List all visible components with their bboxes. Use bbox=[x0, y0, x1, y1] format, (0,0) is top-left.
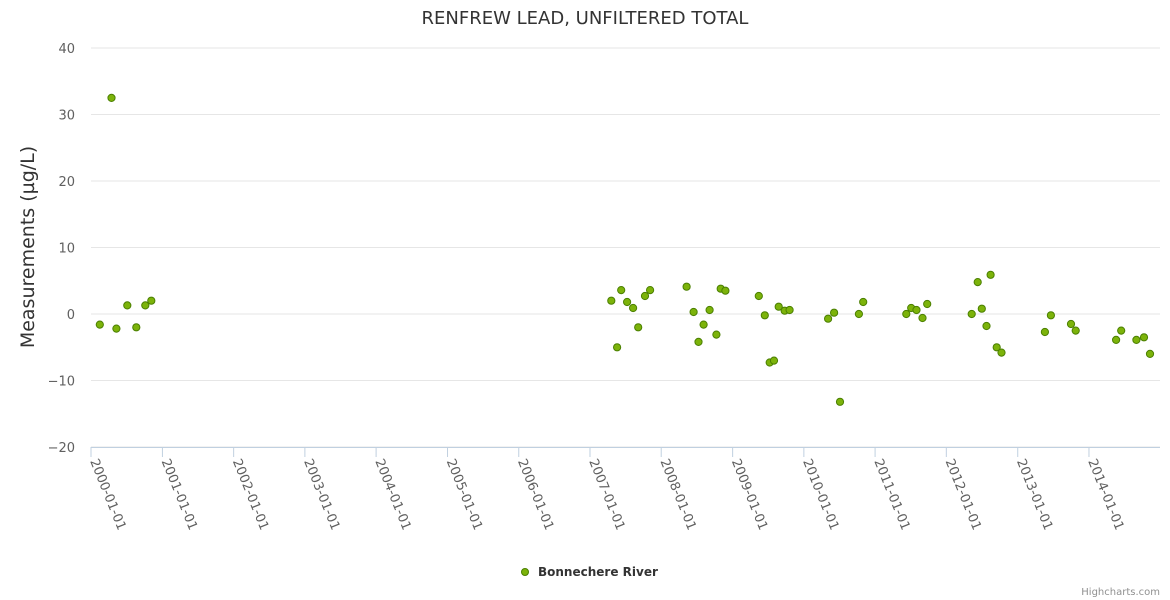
data-point[interactable] bbox=[824, 314, 833, 323]
data-point[interactable] bbox=[1139, 333, 1149, 342]
data-point[interactable] bbox=[607, 296, 616, 305]
credits-link[interactable]: Highcharts.com bbox=[1081, 587, 1160, 598]
data-point[interactable] bbox=[132, 323, 141, 332]
y-tick-label: 30 bbox=[58, 109, 75, 124]
legend-marker bbox=[521, 568, 529, 576]
data-point[interactable] bbox=[912, 305, 921, 315]
data-point[interactable] bbox=[1112, 335, 1121, 344]
data-point[interactable] bbox=[982, 321, 991, 331]
y-axis-title: Measurements (µg/L) bbox=[17, 146, 39, 348]
data-point[interactable] bbox=[760, 311, 769, 320]
data-point[interactable] bbox=[967, 309, 976, 319]
data-point[interactable] bbox=[918, 313, 927, 323]
y-tick-label: 20 bbox=[58, 175, 75, 190]
y-tick-label: −20 bbox=[48, 441, 75, 456]
data-point[interactable] bbox=[107, 93, 116, 103]
data-point[interactable] bbox=[705, 305, 714, 315]
data-point[interactable] bbox=[997, 348, 1006, 357]
data-point[interactable] bbox=[629, 303, 638, 313]
data-point[interactable] bbox=[754, 291, 763, 301]
data-point[interactable] bbox=[986, 270, 995, 279]
data-point[interactable] bbox=[977, 304, 986, 313]
data-point[interactable] bbox=[699, 320, 708, 329]
data-point[interactable] bbox=[923, 299, 932, 309]
data-point[interactable] bbox=[682, 282, 691, 291]
data-point[interactable] bbox=[774, 302, 783, 311]
data-point[interactable] bbox=[123, 301, 132, 310]
scatter-points bbox=[95, 93, 1155, 406]
data-point[interactable] bbox=[973, 278, 982, 287]
data-point[interactable] bbox=[992, 343, 1001, 352]
data-point[interactable] bbox=[694, 337, 703, 346]
data-point[interactable] bbox=[859, 297, 868, 307]
data-point[interactable] bbox=[617, 286, 626, 295]
y-axis: −20 −10 0 10 20 30 40 bbox=[48, 42, 75, 456]
data-point[interactable] bbox=[1117, 326, 1126, 335]
data-point[interactable] bbox=[1046, 311, 1056, 320]
y-tick-label: 0 bbox=[67, 308, 75, 323]
data-point[interactable] bbox=[721, 286, 730, 295]
data-point[interactable] bbox=[141, 301, 150, 310]
data-point[interactable] bbox=[640, 291, 650, 301]
data-point[interactable] bbox=[646, 286, 655, 295]
data-point[interactable] bbox=[689, 307, 698, 317]
grid-lines bbox=[91, 47, 1160, 448]
data-point[interactable] bbox=[1071, 326, 1080, 335]
data-point[interactable] bbox=[1132, 335, 1141, 344]
data-point[interactable] bbox=[1040, 327, 1050, 337]
y-tick-label: 40 bbox=[58, 42, 75, 57]
data-point[interactable] bbox=[830, 308, 839, 317]
data-point[interactable] bbox=[112, 324, 121, 333]
chart-title: RENFREW LEAD, UNFILTERED TOTAL bbox=[422, 8, 749, 29]
data-point[interactable] bbox=[854, 309, 864, 319]
data-point[interactable] bbox=[902, 309, 911, 319]
y-tick-label: 10 bbox=[58, 242, 75, 257]
data-point[interactable] bbox=[147, 296, 156, 305]
data-point[interactable] bbox=[634, 323, 643, 332]
data-point[interactable] bbox=[1066, 319, 1076, 329]
data-point[interactable] bbox=[712, 330, 721, 339]
y-tick-label: −10 bbox=[48, 375, 75, 390]
data-point[interactable] bbox=[95, 320, 104, 329]
legend[interactable]: Bonnechere River bbox=[521, 565, 658, 579]
legend-item-label[interactable]: Bonnechere River bbox=[538, 565, 658, 579]
data-point[interactable] bbox=[613, 343, 622, 352]
data-point[interactable] bbox=[623, 297, 632, 307]
data-point[interactable] bbox=[785, 305, 794, 315]
data-point[interactable] bbox=[1145, 349, 1155, 358]
data-point[interactable] bbox=[769, 356, 779, 365]
data-point[interactable] bbox=[835, 397, 845, 406]
